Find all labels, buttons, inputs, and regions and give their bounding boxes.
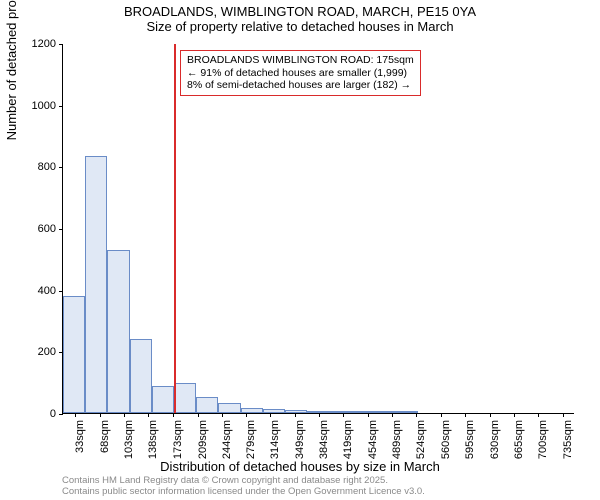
histogram-bar [130,339,152,413]
histogram-bar [107,250,129,413]
xtick-mark [270,413,271,417]
xtick-label: 314sqm [269,420,281,464]
xtick-mark [100,413,101,417]
info-box-line1: BROADLANDS WIMBLINGTON ROAD: 175sqm [187,54,414,67]
histogram-bar [196,397,218,413]
xtick-mark [343,413,344,417]
xtick-label: 524sqm [415,420,427,464]
histogram-bar [85,156,107,413]
xtick-label: 489sqm [391,420,403,464]
xtick-mark [173,413,174,417]
info-box-line3: 8% of semi-detached houses are larger (1… [187,79,414,92]
xtick-label: 595sqm [464,420,476,464]
xtick-label: 384sqm [318,420,330,464]
xtick-label: 68sqm [99,420,111,464]
title-line2: Size of property relative to detached ho… [0,19,600,34]
ytick-label: 800 [38,161,56,173]
ytick-mark [59,44,63,45]
reference-line [174,44,176,413]
xtick-mark [368,413,369,417]
ytick-label: 400 [38,285,56,297]
xtick-mark [222,413,223,417]
y-axis-label: Number of detached properties [4,0,19,140]
ytick-mark [59,106,63,107]
xtick-label: 103sqm [123,420,135,464]
xtick-mark [416,413,417,417]
xtick-label: 454sqm [367,420,379,464]
xtick-mark [538,413,539,417]
histogram-bar [263,409,285,413]
ytick-mark [59,229,63,230]
ytick-label: 200 [38,346,56,358]
xtick-mark [392,413,393,417]
histogram-bar [218,403,240,413]
histogram-bar [352,411,374,413]
xtick-label: 560sqm [440,420,452,464]
xtick-mark [514,413,515,417]
xtick-label: 279sqm [245,420,257,464]
xtick-label: 33sqm [74,420,86,464]
histogram-bar [285,410,307,413]
xtick-mark [75,413,76,417]
histogram-bar [63,296,85,413]
histogram-bar [241,408,263,413]
ytick-label: 1200 [32,38,56,50]
footer-line2: Contains public sector information licen… [62,487,425,498]
xtick-mark [441,413,442,417]
ytick-label: 0 [50,408,56,420]
xtick-label: 630sqm [489,420,501,464]
ytick-label: 1000 [32,100,56,112]
histogram-bar [152,386,174,413]
xtick-mark [319,413,320,417]
info-box-line2: ← 91% of detached houses are smaller (1,… [187,67,414,80]
xtick-mark [246,413,247,417]
title-line1: BROADLANDS, WIMBLINGTON ROAD, MARCH, PE1… [0,4,600,19]
xtick-label: 665sqm [513,420,525,464]
ytick-label: 600 [38,223,56,235]
info-box: BROADLANDS WIMBLINGTON ROAD: 175sqm← 91%… [180,50,421,96]
xtick-label: 209sqm [197,420,209,464]
histogram-bar [174,383,196,413]
ytick-mark [59,167,63,168]
xtick-mark [563,413,564,417]
ytick-mark [59,291,63,292]
xtick-label: 349sqm [294,420,306,464]
histogram-bar [396,411,418,413]
chart-title: BROADLANDS, WIMBLINGTON ROAD, MARCH, PE1… [0,4,600,34]
xtick-mark [148,413,149,417]
xtick-mark [490,413,491,417]
xtick-mark [465,413,466,417]
histogram-bar [329,411,351,413]
xtick-label: 735sqm [562,420,574,464]
xtick-label: 419sqm [342,420,354,464]
chart-footer: Contains HM Land Registry data © Crown c… [62,476,425,498]
xtick-label: 244sqm [221,420,233,464]
ytick-mark [59,414,63,415]
xtick-label: 173sqm [172,420,184,464]
xtick-label: 138sqm [147,420,159,464]
chart-plot-area: BROADLANDS WIMBLINGTON ROAD: 175sqm← 91%… [62,44,574,414]
xtick-mark [198,413,199,417]
xtick-mark [124,413,125,417]
xtick-label: 700sqm [537,420,549,464]
xtick-mark [295,413,296,417]
